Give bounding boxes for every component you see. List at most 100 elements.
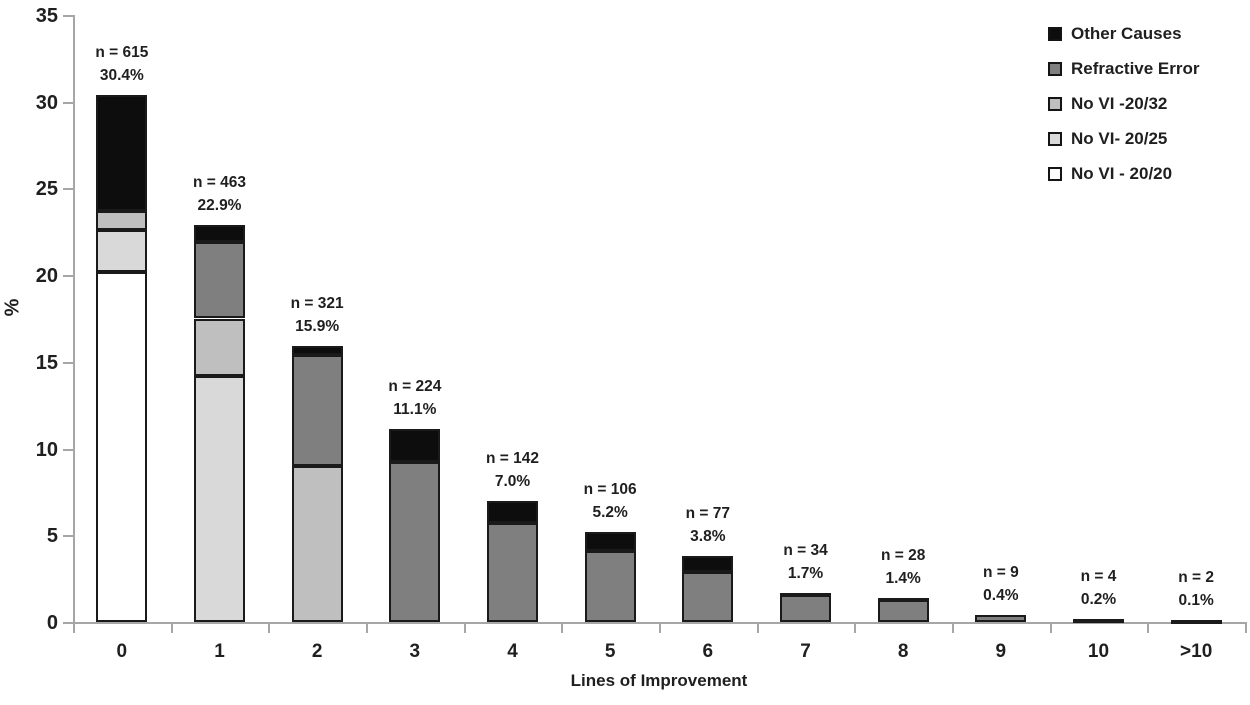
bar-value-label: n = 463 22.9% (165, 171, 275, 217)
x-axis-category-label: >10 (1180, 641, 1213, 662)
bar-value-label: n = 77 3.8% (653, 502, 763, 548)
bar-n-label: n = 106 (583, 480, 637, 498)
x-axis-title: Lines of Improvement (570, 671, 748, 690)
legend-swatch-icon (1048, 167, 1062, 181)
bar-value-label: n = 321 15.9% (262, 292, 372, 338)
bar-segment-refractive-error (389, 462, 441, 622)
legend-row: No VI- 20/25 (1048, 129, 1200, 149)
x-axis-tick (1147, 624, 1150, 633)
y-axis-tick (63, 188, 73, 191)
x-axis-tick (659, 624, 661, 633)
bar-pct-label: 30.4% (99, 66, 144, 84)
bar-segment-refractive-error (291, 354, 343, 466)
y-axis-tick-label: 25 (35, 178, 58, 201)
bar-segment-no-vi-20-32 (194, 318, 245, 376)
legend-label: Refractive Error (1071, 59, 1200, 78)
x-axis-tick (268, 624, 271, 633)
x-axis-category-label: 1 (214, 641, 225, 662)
bar-value-label: n = 28 1.4% (848, 544, 958, 590)
chart-legend: Other Causes Refractive Error No VI -20/32… (1048, 24, 1200, 199)
legend-row: Refractive Error (1048, 59, 1200, 79)
bar-n-label: n = 615 (95, 43, 149, 61)
x-axis-tick (756, 624, 759, 633)
bar-segment-refractive-error (780, 594, 831, 622)
bar-n-label: n = 28 (880, 546, 926, 564)
bar-n-label: n = 4 (1080, 567, 1117, 585)
bar-segment-other-causes (877, 597, 929, 602)
x-axis-category-label: 10 (1087, 641, 1110, 662)
legend-label: No VI - 20/20 (1071, 164, 1173, 183)
bar-value-label: n = 2 0.1% (1141, 566, 1250, 612)
y-axis-tick-label: 20 (35, 265, 58, 288)
x-axis-tick (73, 624, 75, 633)
bar-n-label: n = 2 (1178, 569, 1215, 587)
bar-segment-refractive-error (1073, 618, 1124, 623)
x-axis-line (63, 622, 1247, 624)
bar-segment-other-causes (96, 94, 148, 211)
x-axis-category-label: 6 (702, 641, 714, 662)
x-axis-category-label: 2 (311, 641, 323, 662)
bar-value-label: n = 615 30.4% (67, 41, 177, 87)
legend-row: No VI -20/32 (1048, 94, 1200, 114)
bar-pct-label: 3.8% (690, 528, 726, 546)
bar-pct-label: 15.9% (295, 318, 340, 336)
bar-pct-label: 22.9% (197, 196, 242, 214)
legend-swatch-icon (1048, 97, 1062, 111)
bar-pct-label: 1.7% (787, 564, 824, 582)
y-axis-line (73, 15, 75, 624)
bar-pct-label: 0.4% (983, 587, 1019, 605)
x-axis-category-label: 7 (800, 641, 811, 662)
y-axis-tick-label: 35 (35, 5, 58, 27)
x-axis-tick (1049, 624, 1052, 633)
legend-label: No VI- 20/25 (1071, 129, 1168, 148)
bar-value-label: n = 9 0.4% (946, 561, 1056, 607)
x-axis-tick (463, 624, 466, 633)
bar-segment-refractive-error (682, 571, 734, 622)
y-axis-tick (63, 535, 73, 538)
bar-segment-refractive-error (975, 615, 1027, 622)
bar-segment-other-causes (487, 500, 538, 524)
legend-swatch-icon (1048, 132, 1062, 146)
y-axis-tick-label: 0 (46, 612, 58, 634)
bar-segment-refractive-error (1170, 620, 1222, 625)
y-axis-tick-label: 5 (46, 525, 58, 548)
bar-n-label: n = 224 (388, 378, 442, 396)
y-axis-tick-label: 10 (35, 438, 58, 461)
bar-pct-label: 0.2% (1080, 590, 1117, 608)
x-axis-category-label: 0 (116, 641, 128, 662)
bar-segment-refractive-error (487, 523, 538, 622)
x-axis-tick (561, 624, 564, 633)
bar-n-label: n = 9 (982, 564, 1019, 582)
y-axis-tick (63, 622, 73, 624)
bar-segment-no-vi-20-25 (194, 375, 245, 622)
x-axis-tick (952, 624, 954, 633)
x-axis-tick (170, 624, 173, 633)
bar-segment-no-vi-20-32 (291, 465, 343, 622)
bar-segment-no-vi-20-25 (96, 230, 148, 272)
bar-pct-label: 1.4% (885, 569, 921, 587)
bar-segment-other-causes (780, 592, 831, 597)
bar-value-label: n = 142 7.0% (458, 447, 568, 493)
bar-n-label: n = 142 (486, 449, 539, 467)
bar-n-label: n = 77 (685, 505, 731, 523)
legend-label: Other Causes (1071, 24, 1182, 43)
x-axis-category-label: 4 (507, 641, 518, 662)
legend-swatch-icon (1048, 62, 1062, 76)
x-axis-category-label: 9 (995, 641, 1007, 662)
y-axis-tick-label: 15 (35, 351, 58, 374)
bar-value-label: n = 34 1.7% (751, 539, 861, 585)
bar-n-label: n = 34 (783, 541, 828, 559)
legend-row: Other Causes (1048, 24, 1200, 44)
x-axis-category-label: 3 (409, 641, 421, 662)
bar-segment-other-causes (194, 224, 245, 243)
bar-pct-label: 11.1% (393, 401, 437, 419)
bar-segment-other-causes (291, 346, 343, 355)
y-axis-tick (63, 448, 73, 451)
x-axis-category-label: 5 (604, 641, 616, 662)
bar-pct-label: 0.1% (1178, 592, 1214, 610)
legend-row: No VI - 20/20 (1048, 164, 1200, 184)
y-axis-tick (63, 101, 73, 104)
y-axis-tick (63, 361, 73, 364)
bar-n-label: n = 463 (193, 173, 246, 191)
